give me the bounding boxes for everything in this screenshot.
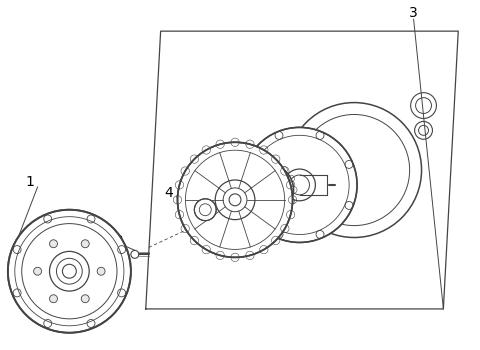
Circle shape bbox=[49, 295, 58, 303]
Circle shape bbox=[97, 267, 105, 275]
Text: 1: 1 bbox=[25, 175, 34, 189]
Text: 2: 2 bbox=[115, 234, 123, 248]
Text: 4: 4 bbox=[164, 186, 173, 200]
Circle shape bbox=[242, 164, 294, 216]
Circle shape bbox=[34, 267, 42, 275]
Text: 3: 3 bbox=[409, 6, 418, 20]
Circle shape bbox=[81, 295, 89, 303]
Circle shape bbox=[8, 210, 131, 333]
Circle shape bbox=[194, 199, 216, 220]
Circle shape bbox=[81, 240, 89, 248]
Circle shape bbox=[49, 240, 58, 248]
Circle shape bbox=[242, 127, 357, 243]
Circle shape bbox=[178, 142, 293, 257]
